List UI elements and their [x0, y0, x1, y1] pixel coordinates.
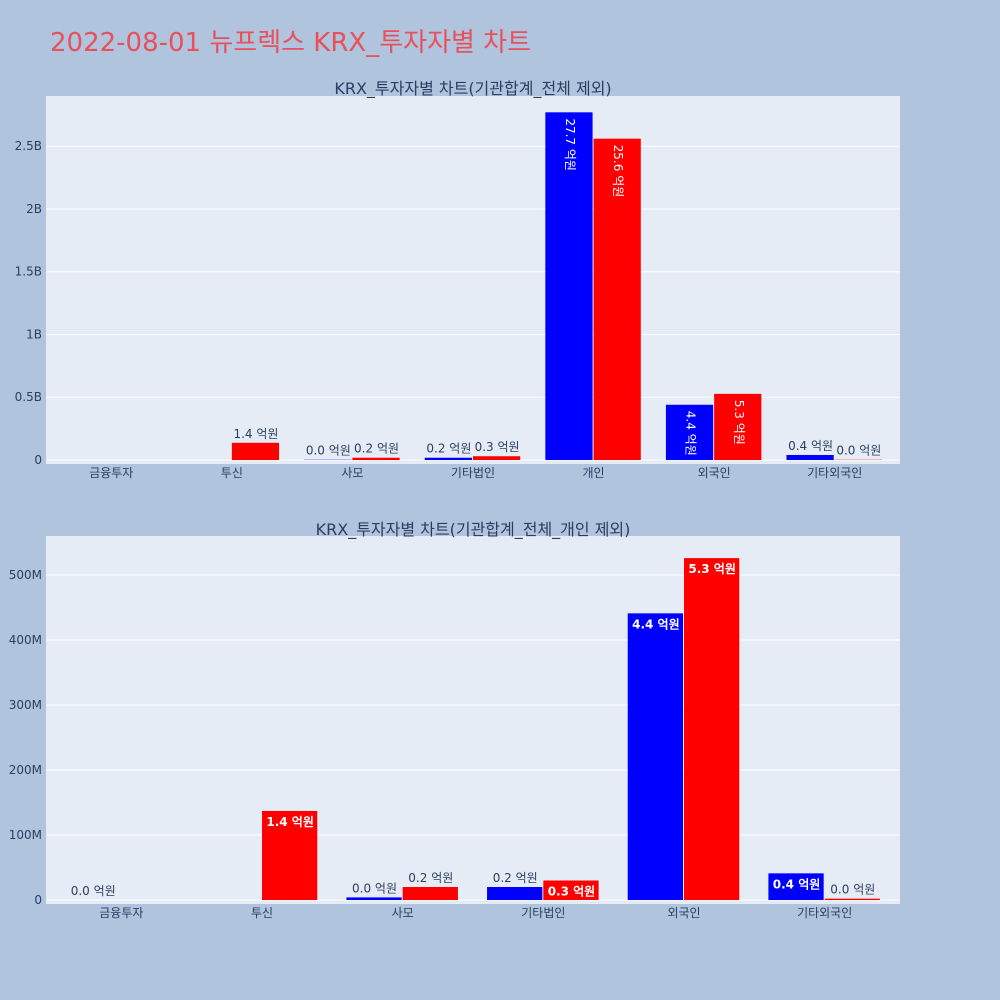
bar [768, 873, 824, 900]
data-label: 0.3 억원 [548, 885, 596, 899]
bar [402, 887, 458, 900]
bar [786, 454, 834, 460]
data-label: 0.0 억원 [352, 881, 397, 895]
y-tick-label: 1B [26, 327, 42, 341]
data-label: 1.4 억원 [266, 815, 314, 829]
bar [352, 457, 400, 460]
y-tick-label: 500M [9, 568, 42, 582]
y-tick-label: 2.5B [15, 139, 42, 153]
bar [714, 393, 762, 460]
y-tick-label: 1.5B [15, 265, 42, 279]
y-tick-label: 400M [9, 633, 42, 647]
bar [346, 897, 402, 900]
bar [231, 442, 280, 460]
bar [593, 138, 641, 461]
data-label: 4.4 억원 [632, 617, 680, 631]
y-tick-label: 0.5B [15, 390, 42, 404]
x-tick-label: 기타외국인 [797, 906, 852, 920]
data-label: 1.4 억원 [233, 427, 278, 441]
bar [545, 112, 593, 461]
x-tick-label: 개인 [583, 466, 605, 480]
y-tick-label: 0 [34, 893, 42, 907]
bar [424, 457, 472, 460]
bar [543, 880, 599, 900]
data-label: 0.0 억원 [836, 444, 881, 458]
bar [684, 558, 740, 900]
data-label: 0.0 억원 [71, 884, 116, 898]
y-tick-label: 2B [26, 202, 42, 216]
x-tick-label: 금융투자 [99, 906, 143, 920]
data-label: 25.6 억원 [611, 145, 625, 198]
data-label: 0.0 억원 [306, 444, 351, 458]
x-tick-label: 투신 [251, 906, 273, 920]
bar [824, 898, 880, 900]
x-tick-label: 기타외국인 [807, 466, 862, 480]
data-label: 0.2 억원 [408, 871, 453, 885]
x-tick-label: 사모 [392, 906, 414, 920]
x-tick-label: 외국인 [667, 906, 700, 920]
data-label: 0.0 억원 [830, 883, 875, 897]
data-label: 5.3 억원 [732, 400, 746, 445]
plot-area-1 [46, 96, 900, 464]
data-label: 0.3 억원 [475, 440, 520, 454]
bar [627, 613, 683, 900]
data-label: 0.2 억원 [493, 871, 538, 885]
y-tick-label: 200M [9, 763, 42, 777]
y-tick-label: 300M [9, 698, 42, 712]
x-tick-label: 기타법인 [451, 466, 495, 480]
x-tick-label: 투신 [221, 466, 243, 480]
data-label: 0.4 억원 [788, 439, 833, 453]
bar [473, 456, 521, 460]
page-title: 2022-08-01 뉴프렉스 KRX_투자자별 차트 [50, 28, 532, 58]
data-label: 27.7 억원 [563, 118, 577, 171]
bar [487, 887, 543, 900]
data-label: 4.4 억원 [684, 411, 698, 456]
plot-area-2 [46, 536, 900, 904]
chart-title: KRX_투자자별 차트(기관합계_전체 제외) [334, 79, 611, 99]
x-tick-label: 외국인 [698, 466, 731, 480]
data-label: 5.3 억원 [688, 562, 736, 576]
x-tick-label: 사모 [341, 466, 363, 480]
bar [665, 404, 714, 460]
y-tick-label: 0 [34, 453, 42, 467]
chart-title: KRX_투자자별 차트(기관합계_전체_개인 제외) [316, 520, 631, 540]
y-tick-label: 100M [9, 828, 42, 842]
data-label: 0.4 억원 [773, 877, 821, 891]
x-tick-label: 금융투자 [89, 466, 133, 480]
x-tick-label: 기타법인 [521, 906, 565, 920]
data-label: 0.2 억원 [354, 442, 399, 456]
data-label: 0.2 억원 [426, 442, 471, 456]
bar [262, 810, 318, 900]
